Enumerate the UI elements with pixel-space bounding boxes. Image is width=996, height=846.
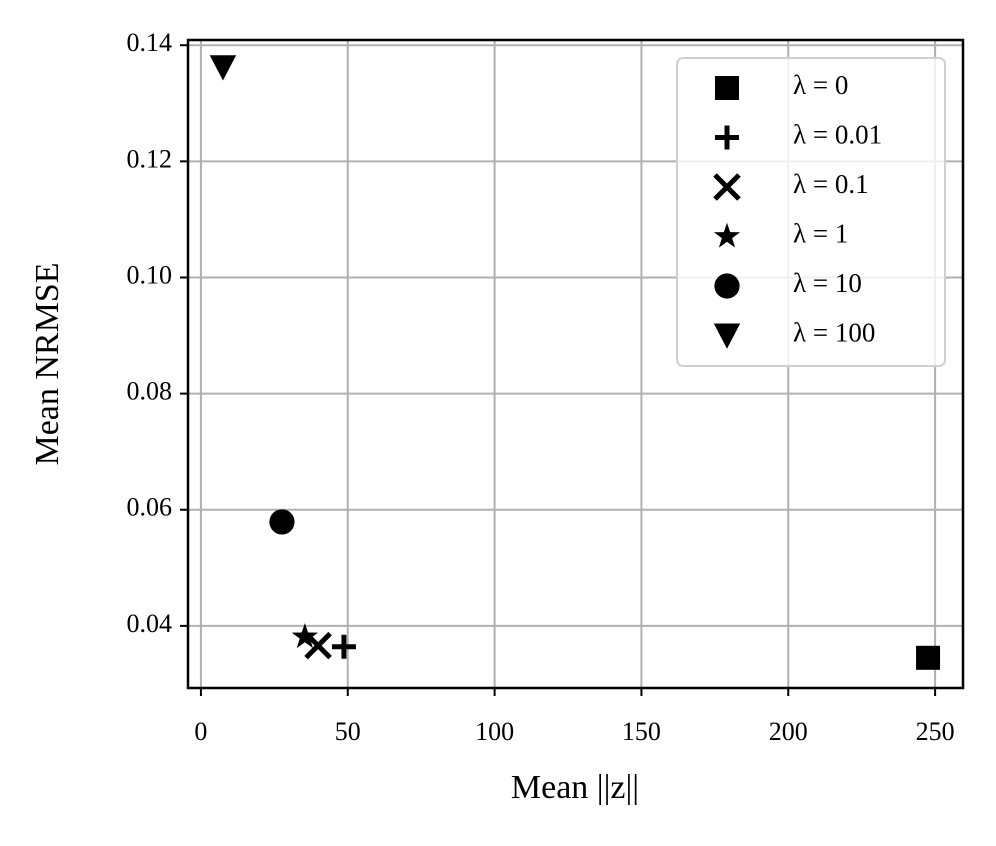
legend-label: λ = 0 [793, 70, 848, 100]
legend-marker [713, 222, 741, 248]
legend-label: λ = 0.01 [793, 120, 882, 150]
x-tick-label: 250 [916, 717, 955, 746]
y-tick-label: 0.12 [127, 144, 173, 173]
scatter-point [916, 645, 941, 670]
legend-label: λ = 10 [793, 268, 862, 298]
legend-box [676, 57, 946, 367]
x-tick-label: 100 [475, 717, 514, 746]
y-tick-label: 0.06 [127, 493, 173, 522]
y-tick-label: 0.04 [127, 609, 173, 638]
x-tick-label: 50 [335, 717, 361, 746]
legend-label: λ = 100 [793, 318, 875, 348]
legend-marker [715, 76, 739, 100]
legend-marker [714, 273, 740, 299]
scatter-point [209, 55, 237, 81]
legend-label: λ = 0.1 [793, 169, 869, 199]
y-tick-label: 0.14 [127, 28, 173, 57]
scatter-point [331, 634, 356, 659]
legend-label: λ = 1 [793, 219, 848, 249]
scatter-point [269, 509, 295, 535]
x-tick-label: 200 [769, 717, 808, 746]
plot-frame [186, 38, 965, 690]
legend-marker [715, 125, 739, 150]
legend-marker [713, 323, 741, 349]
legend-marker [713, 173, 741, 201]
legend: λ = 0 λ = 0.01 λ = 0.1 λ = 1 λ = 10 λ = 100 [676, 57, 946, 367]
x-axis-label: Mean ||z|| [511, 769, 639, 806]
scatter-point [291, 623, 319, 649]
y-axis-label: Mean NRMSE [29, 262, 66, 465]
x-tick-label: 0 [194, 717, 207, 746]
y-tick-label: 0.08 [127, 377, 173, 406]
x-tick-label: 150 [622, 717, 661, 746]
y-tick-label: 0.10 [127, 260, 173, 289]
